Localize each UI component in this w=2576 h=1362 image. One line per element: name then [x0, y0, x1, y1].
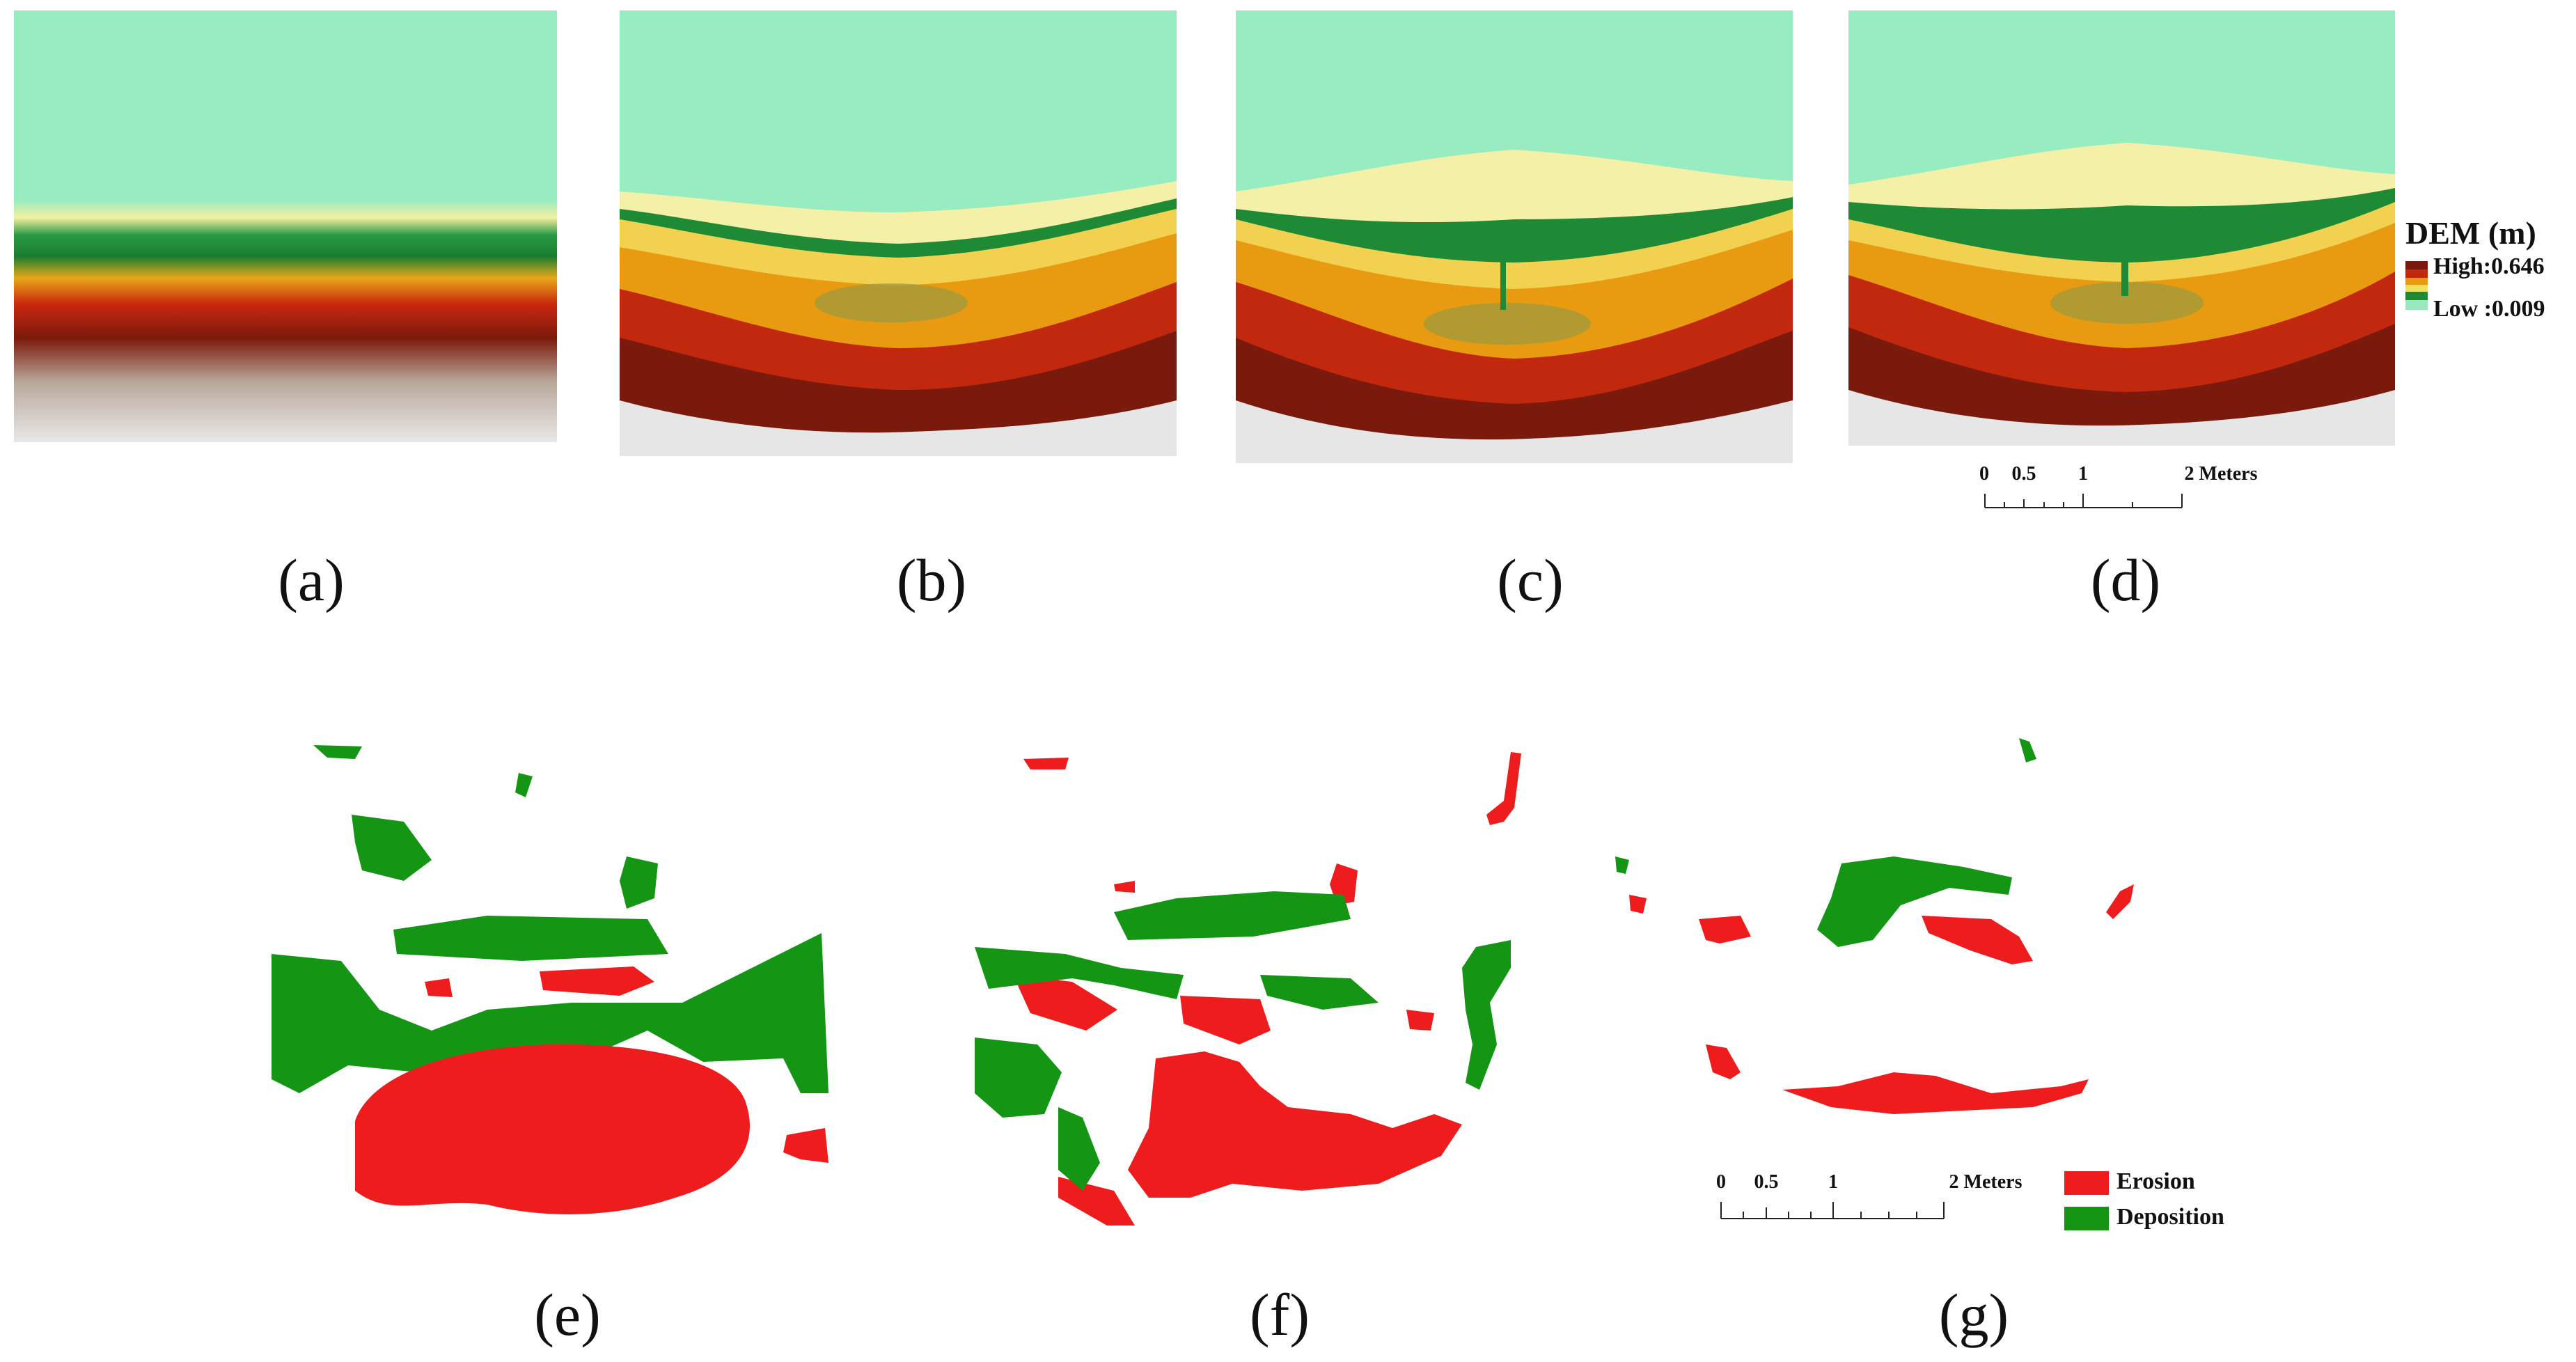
dem-legend-title: DEM (m): [2405, 215, 2536, 251]
erosion-label: Erosion: [2116, 1168, 2195, 1194]
dem-map-c: [1236, 10, 1793, 463]
ramp-high-swatch: [2405, 261, 2428, 269]
ramp-swatch-4: [2405, 285, 2428, 292]
ramp-swatch-5: [2405, 292, 2428, 300]
scale-top-ruler: [1984, 494, 2183, 508]
caption-d: (d): [2090, 547, 2161, 613]
dem-panel-c: [1236, 10, 1793, 463]
scale-bottom-label-0: 0: [1716, 1171, 1726, 1193]
dem-map-b: [620, 10, 1177, 456]
dem-panel-a: [14, 10, 557, 442]
scale-top-label-0: 0: [1979, 463, 1989, 485]
dem-map-a: [14, 10, 557, 442]
scale-bar-top: 0 0.5 1 2 Meters: [1979, 463, 2257, 519]
caption-a: (a): [278, 547, 345, 613]
change-map-e: [272, 745, 828, 1214]
dem-panel-d: [1848, 10, 2395, 446]
change-panel-g: [1601, 731, 2172, 1163]
ramp-swatch-3: [2405, 278, 2428, 285]
dem-panel-b: [620, 10, 1177, 456]
scale-bottom-label-1: 1: [1828, 1171, 1838, 1193]
change-map-f: [975, 752, 1521, 1226]
scale-top-label-1: 1: [2078, 463, 2088, 485]
change-panel-e: [258, 731, 842, 1219]
dem-color-ramp: [2405, 261, 2428, 310]
erosion-swatch: [2064, 1171, 2109, 1195]
dem-map-d: [1848, 10, 2395, 446]
scale-bottom-label-2: 2 Meters: [1949, 1171, 2023, 1193]
deposition-label: Deposition: [2116, 1204, 2224, 1230]
scale-bottom-label-05: 0.5: [1754, 1171, 1779, 1193]
change-map-g: [1615, 738, 2134, 1114]
caption-b: (b): [896, 547, 967, 613]
caption-f: (f): [1250, 1281, 1310, 1348]
caption-g: (g): [1938, 1281, 2009, 1348]
change-panel-f: [961, 738, 1560, 1226]
dem-color-ramp-svg: [2405, 261, 2428, 310]
scale-top-label-2: 2 Meters: [2184, 463, 2258, 485]
scale-bottom-ruler: [1720, 1202, 1945, 1219]
ramp-low-swatch: [2405, 300, 2428, 310]
dem-legend-high: High:0.646: [2433, 253, 2545, 279]
scale-top-label-05: 0.5: [2011, 463, 2036, 485]
ramp-swatch-2: [2405, 269, 2428, 278]
caption-e: (e): [534, 1281, 601, 1348]
scale-bar-bottom: 0 0.5 1 2 Meters: [1716, 1171, 2022, 1234]
deposition-swatch: [2064, 1207, 2109, 1230]
caption-c: (c): [1497, 547, 1564, 613]
dem-legend-low: Low :0.009: [2433, 296, 2545, 322]
